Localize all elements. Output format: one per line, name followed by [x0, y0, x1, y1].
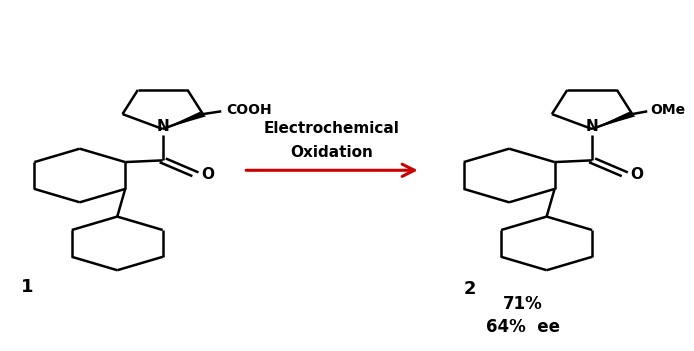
Text: 2: 2	[464, 280, 477, 298]
Text: Oxidation: Oxidation	[291, 145, 373, 160]
Text: O: O	[201, 167, 214, 183]
Text: N: N	[586, 119, 598, 133]
Text: N: N	[156, 119, 169, 133]
Polygon shape	[592, 112, 636, 129]
Text: 64%  ee: 64% ee	[486, 318, 560, 336]
Text: O: O	[630, 167, 643, 183]
Text: Electrochemical: Electrochemical	[264, 121, 400, 136]
Polygon shape	[162, 112, 206, 129]
Text: 71%: 71%	[503, 295, 543, 313]
Text: OMe: OMe	[651, 103, 686, 117]
Text: 1: 1	[21, 278, 33, 296]
Text: COOH: COOH	[226, 103, 271, 117]
